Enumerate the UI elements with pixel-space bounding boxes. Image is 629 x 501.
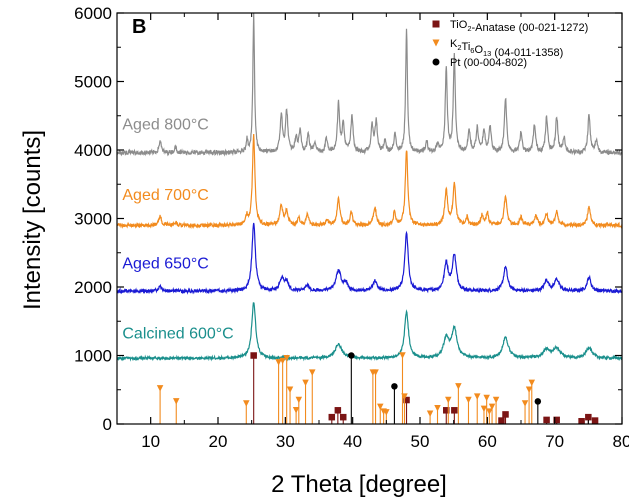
series-label-2: Aged 700°C [122, 187, 208, 204]
marker-square [250, 352, 257, 359]
marker-circle [348, 352, 355, 359]
marker-triangle [480, 405, 488, 413]
marker-triangle [399, 352, 406, 359]
marker-triangle [483, 394, 490, 402]
marker-triangle [401, 393, 408, 400]
marker-square [502, 411, 509, 418]
marker-square [339, 413, 347, 421]
series-curves [117, 13, 622, 362]
marker-triangle [302, 379, 309, 387]
x-tick-label: 20 [209, 432, 228, 451]
legend-label-1: K2Ti6O13 (04-011-1358) [450, 38, 563, 59]
marker-triangle [465, 396, 472, 404]
axis-ticks: 10 20 30 40 50 60 70 80 0 1000 2000 3000 4000 5000 600… [74, 4, 629, 451]
marker-triangle [286, 386, 294, 393]
marker-square [553, 416, 560, 424]
x-tick-label: 60 [478, 432, 497, 451]
series-labels: Calcined 600°C Aged 650°C Aged 700°C Aged 8… [122, 116, 233, 342]
marker-triangle [275, 359, 282, 366]
marker-square [591, 417, 599, 424]
y-axis-label: Intensity [counts] [19, 130, 46, 310]
marker-triangle [279, 357, 286, 365]
x-tick-label: 80 [613, 432, 629, 451]
y-tick-label: 1000 [74, 347, 112, 366]
marker-triangle [173, 398, 180, 405]
marker-square [498, 417, 505, 424]
y-tick-label: 4000 [74, 141, 112, 160]
y-tick-label: 0 [103, 415, 112, 434]
marker-triangle [525, 386, 533, 393]
marker-circle [534, 398, 542, 405]
marker-triangle [455, 383, 462, 390]
y-tick-label: 2000 [74, 278, 112, 297]
marker-triangle [521, 400, 529, 407]
series-label-1: Aged 650°C [122, 256, 208, 273]
marker-square [543, 416, 550, 424]
series-line-0 [117, 302, 622, 362]
x-tick-label: 30 [276, 432, 295, 451]
legend-label-2: Pt (00-004-802) [450, 57, 527, 69]
marker-square [585, 413, 592, 421]
marker-triangle [445, 396, 452, 404]
series-line-2 [117, 133, 622, 230]
marker-circle [432, 58, 440, 66]
marker-triangle [156, 385, 164, 392]
reference-lines [156, 352, 599, 425]
legend: TiO2-Anatase (00-021-1272) K2Ti6O13 (04-0… [432, 19, 588, 69]
marker-triangle [528, 379, 536, 387]
marker-triangle [434, 404, 441, 412]
marker-square [443, 407, 450, 414]
marker-triangle [426, 410, 434, 417]
x-axis-label: 2 Theta [degree] [271, 471, 447, 498]
marker-triangle [473, 393, 481, 400]
marker-triangle [243, 400, 250, 407]
x-tick-label: 10 [141, 432, 160, 451]
marker-triangle [432, 39, 440, 47]
marker-square [432, 20, 440, 28]
marker-triangle [488, 403, 496, 411]
marker-square [328, 413, 336, 421]
panel-label: B [132, 16, 146, 38]
marker-triangle [283, 354, 290, 362]
marker-triangle [492, 396, 500, 404]
marker-square [578, 418, 585, 425]
marker-triangle [486, 408, 493, 415]
marker-triangle [309, 369, 316, 376]
legend-label-0: TiO2-Anatase (00-021-1272) [450, 19, 588, 34]
y-tick-label: 6000 [74, 4, 112, 23]
marker-triangle [372, 369, 379, 376]
marker-triangle [377, 403, 384, 411]
marker-triangle [383, 409, 390, 416]
series-line-1 [117, 222, 622, 295]
series-line-3 [117, 13, 622, 157]
marker-square [403, 396, 410, 404]
marker-square [334, 407, 342, 414]
x-tick-label: 50 [411, 432, 430, 451]
y-tick-label: 3000 [74, 210, 112, 229]
plot-frame [116, 12, 623, 425]
series-label-0: Calcined 600°C [122, 325, 233, 342]
marker-square [451, 407, 458, 414]
marker-triangle [292, 407, 300, 414]
series-label-3: Aged 800°C [122, 116, 208, 133]
y-tick-label: 5000 [74, 73, 112, 92]
marker-circle [391, 383, 398, 390]
x-tick-label: 70 [545, 432, 564, 451]
x-tick-label: 40 [343, 432, 362, 451]
marker-triangle [295, 396, 303, 404]
